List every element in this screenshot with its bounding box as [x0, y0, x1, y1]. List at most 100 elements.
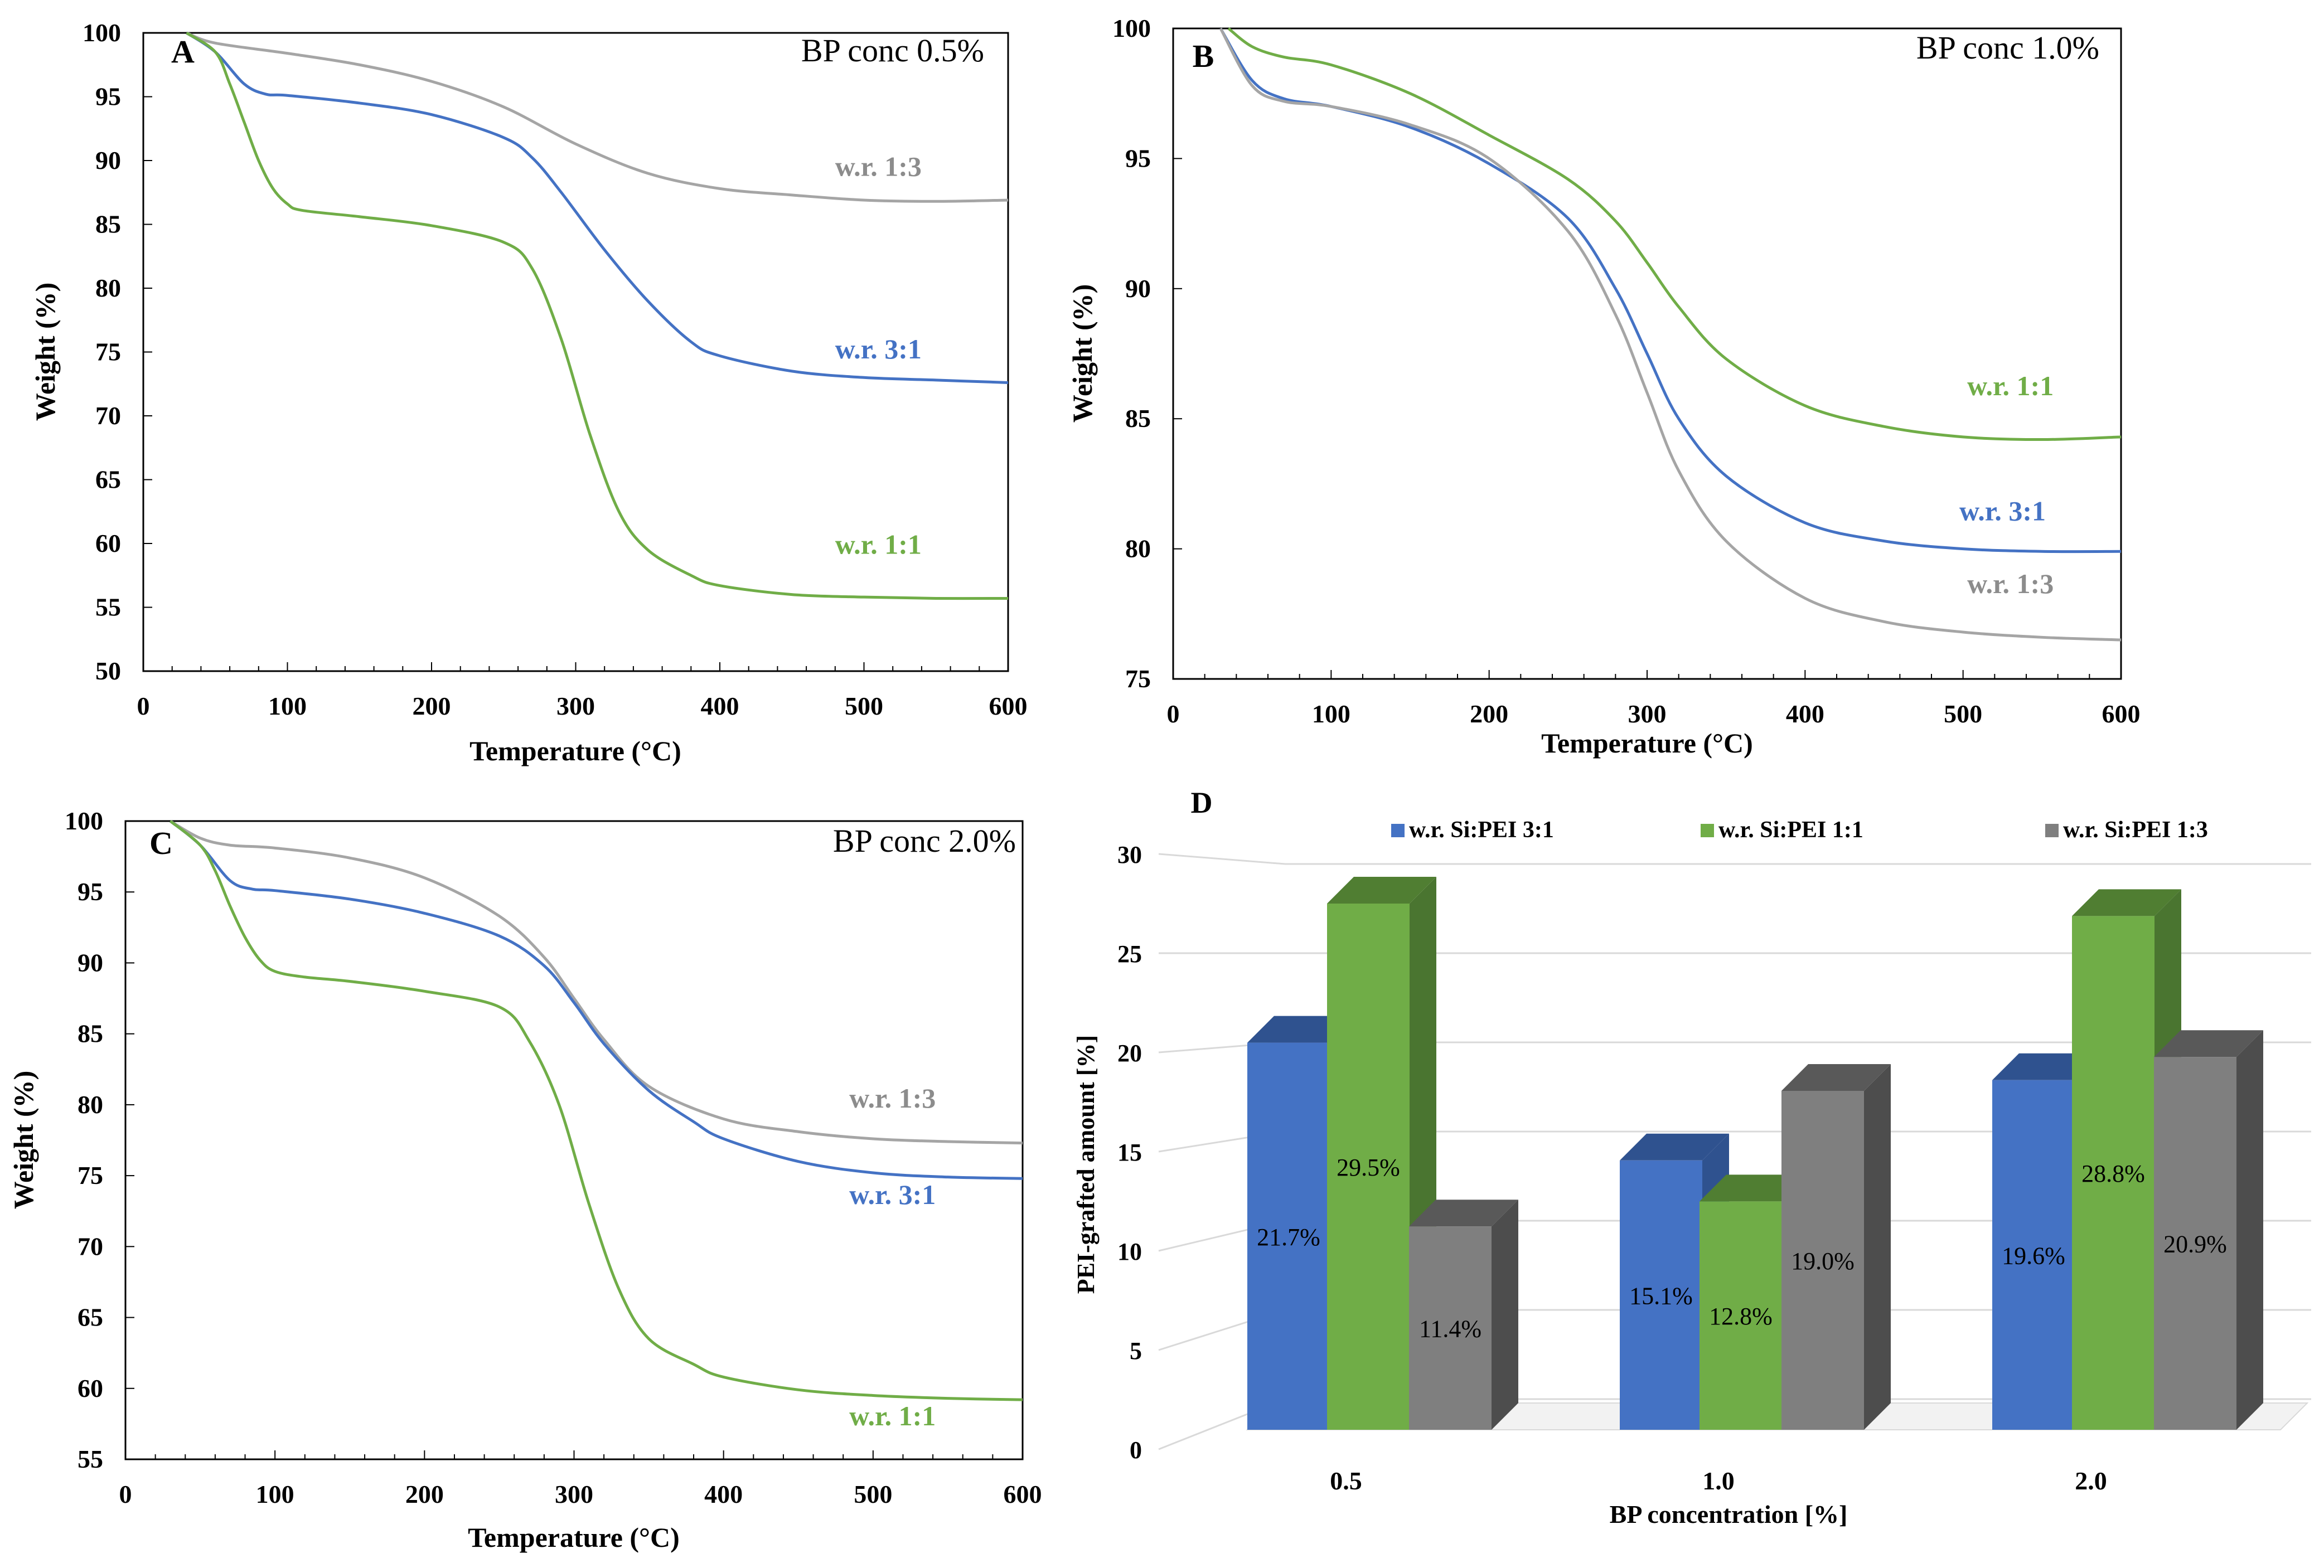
- y-tick-label: 10: [1117, 1238, 1142, 1265]
- y-tick-label: 80: [1125, 535, 1151, 563]
- y-tick-label: 30: [1117, 841, 1142, 868]
- y-tick-label: 85: [78, 1020, 103, 1048]
- y-tick-label: 90: [1125, 274, 1151, 303]
- y-tick-label: 85: [95, 210, 121, 239]
- bar-value-label: 12.8%: [1709, 1303, 1773, 1330]
- grid-diag: [1158, 853, 1286, 865]
- bar-top: [2072, 889, 2181, 916]
- legend-label: w.r. Si:PEI 3:1: [1409, 817, 1554, 843]
- y-tick-label: 80: [78, 1090, 103, 1119]
- x-tick-label: 0: [119, 1480, 132, 1508]
- bar-value-label: 19.6%: [2002, 1242, 2065, 1269]
- x-tick-label: 600: [1004, 1480, 1042, 1508]
- x-tick-label: 200: [1470, 700, 1508, 728]
- panel-D: 0 5 10 15 20 25 30 21.7% 29.5% 11.4% 0.5 15.1% 12.8%…: [1072, 786, 2311, 1528]
- series-line-w-r--1-3: [1219, 27, 2122, 642]
- series-label: w.r. 1:1: [849, 1400, 936, 1431]
- panel-letter: B: [1193, 38, 1214, 74]
- y-axis-label: Weight (%): [30, 283, 61, 421]
- bar: [1992, 1080, 2075, 1430]
- x-tick-label: 400: [701, 692, 739, 720]
- series-label: w.r. 1:1: [835, 528, 922, 560]
- series-line-w-r--3-1: [169, 820, 1023, 1180]
- x-tick-label: 300: [555, 1480, 593, 1508]
- x-tick-label: 1.0: [1702, 1467, 1735, 1495]
- legend-label: w.r. Si:PEI 1:3: [2063, 817, 2208, 843]
- series-line-w-r--3-1: [1219, 27, 2122, 554]
- y-tick-label: 75: [78, 1161, 103, 1190]
- bar: [1700, 1201, 1782, 1430]
- bar: [1409, 1226, 1492, 1430]
- series-label: w.r. 3:1: [835, 333, 922, 365]
- series-line-w-r--1-1: [186, 31, 1009, 600]
- bar: [2072, 916, 2154, 1430]
- y-tick-label: 95: [78, 877, 103, 906]
- bar: [2154, 1057, 2236, 1430]
- y-tick-label: 65: [95, 465, 121, 494]
- y-tick-label: 90: [95, 146, 121, 174]
- bar: [1620, 1160, 1702, 1430]
- series-line-w-r--1-1: [169, 820, 1023, 1401]
- y-tick-label: 75: [1125, 664, 1151, 693]
- panel-letter: D: [1191, 786, 1213, 819]
- x-tick-label: 500: [1944, 700, 1982, 728]
- panel-A: 0 100 200 300 400 500 600 50 55 60 65 70 75 80 85 90 95 1…: [30, 18, 1028, 766]
- panel-C: 0 100 200 300 400 500 600 55 60 65 70 75 80 85 90 95 100…: [8, 807, 1042, 1553]
- x-tick-label: 0: [1167, 700, 1180, 728]
- x-tick-label: 0.5: [1330, 1467, 1362, 1495]
- y-tick-label: 50: [95, 657, 121, 685]
- y-tick-label: 75: [95, 338, 121, 366]
- panel-letter: C: [149, 825, 173, 861]
- bar-value-label: 19.0%: [1791, 1247, 1855, 1275]
- x-tick-label: 500: [845, 692, 883, 720]
- x-axis-label: Temperature (°C): [1541, 727, 1753, 759]
- x-tick-label: 600: [2102, 700, 2141, 728]
- bar: [1327, 904, 1410, 1430]
- x-tick-label: 100: [1312, 700, 1350, 728]
- series-label: w.r. 1:3: [849, 1082, 936, 1114]
- x-tick-label: 200: [413, 692, 451, 720]
- y-tick-label: 5: [1130, 1337, 1142, 1365]
- x-tick-label: 400: [704, 1480, 743, 1508]
- x-tick-label: 200: [405, 1480, 444, 1508]
- x-tick-label: 2.0: [2075, 1467, 2107, 1495]
- y-tick-label: 95: [95, 82, 121, 111]
- y-tick-label: 100: [65, 807, 103, 835]
- y-axis-label: PEI-grafted amount [%]: [1072, 1035, 1100, 1294]
- y-tick-label: 70: [95, 401, 121, 430]
- series-line-w-r--3-1: [186, 31, 1009, 384]
- x-axis-label: Temperature (°C): [468, 1522, 680, 1553]
- x-tick-label: 600: [989, 692, 1028, 720]
- series-label: w.r. 3:1: [1959, 495, 2046, 526]
- chart-title: BP conc 0.5%: [801, 32, 984, 69]
- series-line-w-r--1-3: [170, 819, 1023, 1145]
- bar-top: [1409, 1200, 1518, 1227]
- y-axis-label: Weight (%): [8, 1071, 39, 1210]
- y-tick-label: 0: [1130, 1436, 1142, 1464]
- panel-B: 0 100 200 300 400 500 600 75 80 85 90 95 100 w.r. 1:1…: [1067, 14, 2141, 759]
- series-line-w-r--1-3: [186, 31, 1009, 203]
- x-tick-label: 100: [268, 692, 307, 720]
- y-tick-label: 100: [83, 18, 121, 47]
- y-tick-label: 100: [1112, 14, 1151, 42]
- x-tick-label: 500: [854, 1480, 892, 1508]
- y-tick-label: 85: [1125, 404, 1151, 433]
- bar-top: [1620, 1133, 1729, 1161]
- x-tick-label: 300: [1628, 700, 1667, 728]
- x-tick-label: 100: [256, 1480, 294, 1508]
- x-tick-label: 300: [556, 692, 595, 720]
- bar-top: [1781, 1064, 1891, 1091]
- y-tick-label: 90: [78, 948, 103, 977]
- y-tick-label: 60: [95, 529, 121, 557]
- y-tick-label: 55: [95, 593, 121, 622]
- bar-side: [1492, 1200, 1518, 1430]
- legend-swatch: [2045, 824, 2059, 837]
- y-tick-label: 55: [78, 1445, 103, 1473]
- chart-title: BP conc 1.0%: [1916, 30, 2099, 66]
- chart-title: BP conc 2.0%: [833, 823, 1016, 859]
- bar-top: [2154, 1030, 2263, 1057]
- bar-side: [1864, 1064, 1891, 1430]
- y-axis-label: Weight (%): [1067, 284, 1098, 423]
- series-label: w.r. 3:1: [849, 1179, 936, 1210]
